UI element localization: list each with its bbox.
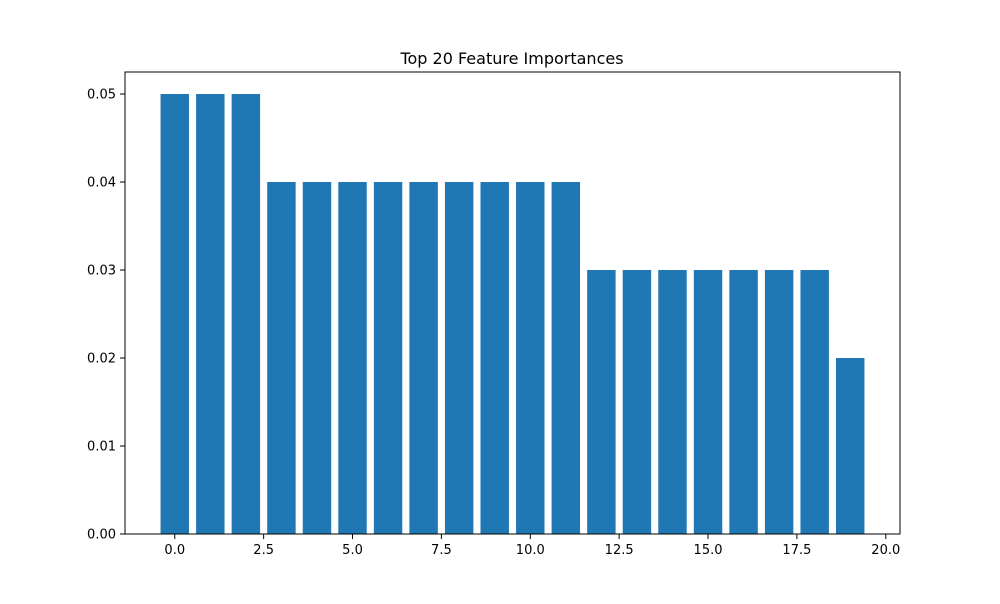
x-tick-label-2: 5.0 [342,543,363,558]
x-tick-label-7: 17.5 [782,543,811,558]
y-tick-label-5: 0.05 [87,88,116,103]
chart-title: Top 20 Feature Importances [399,49,623,68]
x-tick-label-5: 12.5 [605,543,634,558]
y-tick-label-3: 0.03 [87,264,116,279]
x-axis-ticks: 0.0 2.5 5.0 7.5 10.0 12.5 15.0 17.5 20.0 [164,534,900,558]
bar-3 [267,182,296,534]
bar-18 [800,270,829,534]
x-tick-label-4: 10.0 [516,543,545,558]
bar-0 [160,94,189,534]
x-tick-label-6: 15.0 [694,543,723,558]
x-tick-label-0: 0.0 [164,543,185,558]
x-tick-label-3: 7.5 [431,543,452,558]
bar-9 [480,182,509,534]
bar-6 [373,182,403,534]
bar-7 [409,182,438,534]
bar-8 [444,182,474,534]
y-axis-ticks: 0.00 0.01 0.02 0.03 0.04 0.05 [87,88,125,543]
bar-14 [658,270,687,534]
bar-15 [693,270,723,534]
bar-13 [622,270,652,534]
bar-16 [729,270,758,534]
bar-17 [764,270,794,534]
bar-11 [551,182,581,534]
bars-layer [160,94,865,534]
bar-19 [836,358,865,534]
y-tick-label-1: 0.01 [87,440,116,455]
x-tick-label-1: 2.5 [253,543,274,558]
bar-12 [587,270,616,534]
y-tick-label-4: 0.04 [87,176,116,191]
y-tick-label-0: 0.00 [87,528,116,543]
bar-5 [338,182,367,534]
x-tick-label-8: 20.0 [871,543,900,558]
axes-frame [124,71,901,535]
bar-2 [231,94,261,534]
y-tick-label-2: 0.02 [87,352,116,367]
bar-10 [516,182,545,534]
bar-1 [196,94,225,534]
bar-4 [302,182,332,534]
